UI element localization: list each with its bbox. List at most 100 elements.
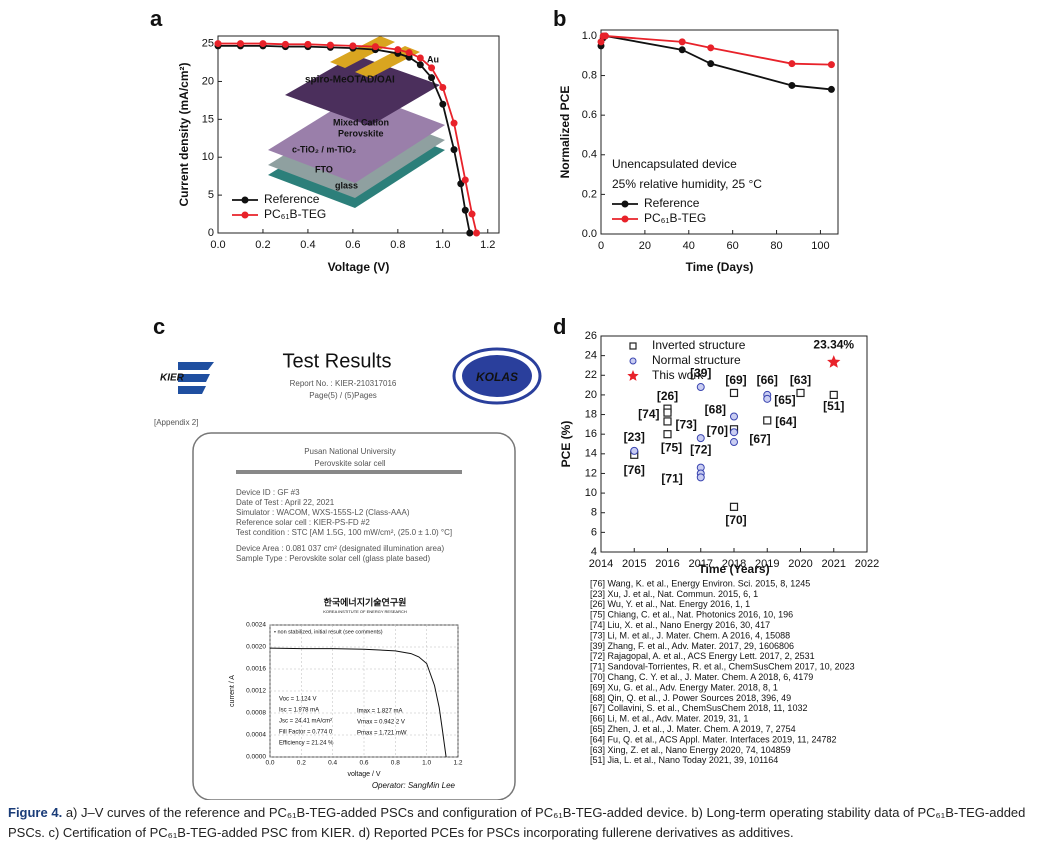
device-inset [268,36,445,208]
marker [827,355,841,368]
y-tick-label: 5 [208,189,214,201]
marker [630,446,639,455]
marker [597,38,605,46]
series-line [600,34,832,91]
perovskite-layer [268,93,445,183]
y-tick-label: 24 [585,350,597,362]
point-label: [63] [790,373,811,387]
y-tick-label: 0.6 [582,109,597,121]
x-tick-label: 60 [727,240,739,252]
panel-label: d [553,314,566,339]
y-tick-label: 25 [202,37,214,49]
cert-param: Jsc = 24.41 mA/cm² [279,719,332,725]
y-tick-label: 0.0000 [246,754,266,761]
y-axis-label: current / A [229,675,236,707]
y-tick-label: 0.0016 [246,666,266,673]
reference: [72] Rajagopal, A. et al., ACS Energy Le… [590,651,815,661]
legend-marker [627,370,639,381]
marker [428,74,436,82]
marker [394,46,402,54]
cert-info: Simulator : WACOM, WXS-155S-L2 (Class-AA… [236,508,410,517]
appendix: [Appendix 2] [154,418,198,427]
y-tick-label: 0.0004 [246,732,266,739]
reference: [73] Li, M. et al., J. Mater. Chem. A 20… [590,630,790,640]
reference: [51] Jia, L. et al., Nano Today 2021, 39… [590,755,778,765]
annotation: Unencapsulated device [612,157,737,171]
point-label: [74] [638,407,659,421]
marker [326,41,334,49]
marker [457,180,465,188]
y-tick-label: 0.2 [582,188,597,200]
point-label: [65] [774,393,795,407]
marker [473,229,481,237]
marker [707,60,715,68]
report-no: Report No. : KIER-210317016 [290,379,397,388]
legend-label: Normal structure [652,353,741,367]
page-no: Page(5) / (5)Pages [309,391,377,400]
x-tick-label: 1.0 [422,760,431,767]
legend-label: Reference [644,196,700,210]
y-tick-label: 22 [585,369,597,381]
inset-label: Perovskite [338,128,384,138]
cert-info: Reference solar cell : KIER-PS-FD #2 [236,518,370,527]
y-tick-label: 10 [585,487,597,499]
marker [468,210,476,218]
x-tick-label: 40 [683,240,695,252]
cert-param: Efficiency = 21.24 % [279,741,334,747]
point-label: [72] [690,442,711,456]
marker [827,85,835,93]
inset-label: Mixed Cation [333,117,389,127]
cert-param: Voc = 1.124 V [279,697,317,703]
series-line [269,647,447,758]
y-tick-label: 1.0 [582,30,597,42]
cert-info: Test condition : STC [AM 1.5G, 100 mW/cm… [236,528,452,537]
marker [678,46,686,54]
inset-label: FTO [315,164,333,174]
reference: [74] Liu, X. et al., Nano Energy 2016, 3… [590,620,770,630]
reference: [76] Wang, K. et al., Energy Environ. Sc… [590,578,810,588]
cert-note: • non stabilized, initial result (see co… [274,629,383,635]
point-label: [75] [661,440,682,454]
marker [663,430,672,439]
caption: Figure 4. a) J–V curves of the reference… [8,803,1038,843]
reference: [71] Sandoval-Torrientes, R. et al., Che… [590,662,855,672]
legend-label: Reference [264,192,320,206]
y-tick-label: 0.8 [582,69,597,81]
x-tick-label: 0.8 [390,239,405,251]
marker [259,40,267,48]
point-label: [73] [676,418,697,432]
marker [236,40,244,48]
x-tick-label: 80 [770,240,782,252]
legend-label: This work [652,368,704,382]
legend-marker [241,196,249,204]
marker [763,416,772,425]
y-tick-label: 0.0 [582,228,597,240]
x-tick-label: 2014 [589,558,613,570]
point-label: [68] [705,403,726,417]
marker [763,394,772,403]
y-tick-label: 0.0012 [246,688,266,695]
x-tick-label: 2018 [722,558,746,570]
inset-label: glass [335,180,358,190]
marker [729,502,739,511]
inset-label: spiro-MeOTAD/OAI [305,75,395,86]
point-label: [39] [690,366,711,380]
marker [416,54,424,62]
point-label: [69] [725,373,746,387]
marker [601,32,609,40]
cert-param: Imax = 1.827 mA [357,709,403,715]
annotation: 25% relative humidity, 25 °C [612,177,762,191]
marker [214,40,222,48]
inset-label: c-TiO₂ / m-TiO₂ [292,144,356,154]
point-label: [70] [725,513,746,527]
plot-frame [600,29,839,235]
marker [829,390,838,400]
y-tick-label: 15 [202,113,214,125]
y-tick-label: 0.0024 [246,622,266,629]
legend-marker [629,342,637,350]
legend-marker [241,211,249,219]
y-tick-label: 0.4 [582,149,597,161]
cert-param: Vmax = 0.942 2 V [357,720,405,726]
y-axis-label: Normalized PCE [558,86,572,179]
htl-layer [285,55,440,126]
